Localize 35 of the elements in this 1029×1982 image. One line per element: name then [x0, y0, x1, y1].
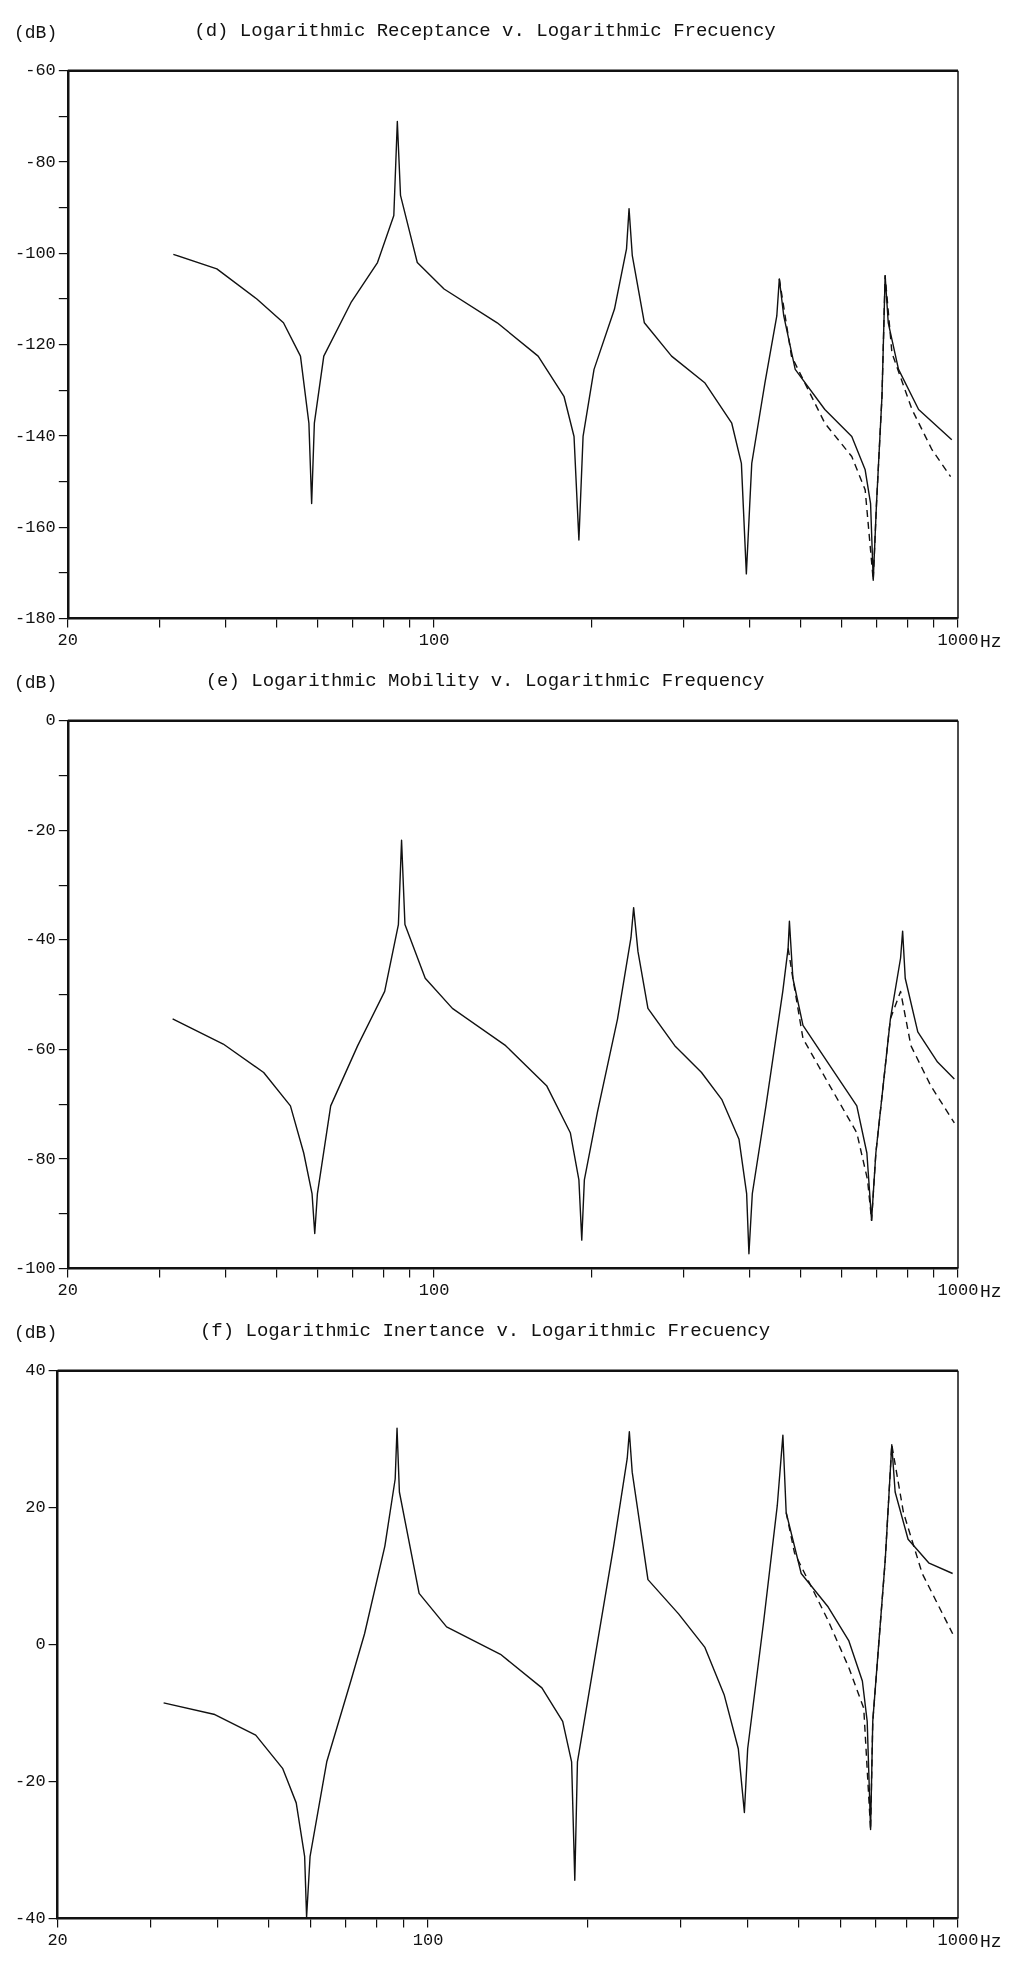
y-axis-title: (dB) [14, 22, 58, 43]
y-axis-title: (dB) [14, 1322, 58, 1343]
y-tick-label: -80 [25, 1149, 56, 1169]
y-tick-label: 0 [45, 711, 56, 731]
chart-title: (d) Logarithmic Receptance v. Logarithmic Frecuency [194, 20, 776, 43]
x-axis-title: Hz [980, 632, 1002, 653]
x-axis-title: Hz [980, 1932, 1002, 1953]
x-tick-label: 100 [412, 1931, 444, 1951]
y-tick-label: 20 [25, 1498, 46, 1518]
y-tick-label: -100 [14, 243, 56, 263]
x-tick-label: 20 [57, 1281, 79, 1301]
chart-title: (e) Logarithmic Mobility v. Logarithmic Frequency [205, 670, 765, 693]
y-tick-label: -20 [25, 820, 56, 840]
y-tick-label: -20 [15, 1772, 46, 1792]
y-tick-label: -100 [14, 1259, 56, 1279]
x-tick-label: 1000 [937, 1931, 979, 1951]
y-tick-label: -140 [14, 426, 56, 446]
y-tick-label: -180 [14, 609, 56, 629]
y-tick-label: -60 [25, 1039, 56, 1059]
y-tick-label: -60 [25, 61, 56, 81]
y-tick-label: 40 [25, 1361, 46, 1381]
y-tick-label: -160 [14, 517, 56, 537]
x-tick-label: 1000 [937, 631, 979, 651]
y-tick-label: -40 [15, 1909, 46, 1929]
y-tick-label: -80 [25, 152, 56, 172]
x-tick-label: 100 [418, 1281, 450, 1301]
y-tick-label: 0 [35, 1635, 46, 1655]
chart-title: (f) Logarithmic Inertance v. Logarithmic Frecuency [199, 1320, 771, 1343]
y-tick-label: -120 [14, 335, 56, 355]
x-axis-title: Hz [980, 1282, 1002, 1303]
x-tick-label: 1000 [937, 1281, 979, 1301]
y-tick-label: -40 [25, 930, 56, 950]
x-tick-label: 20 [57, 631, 79, 651]
y-axis-title: (dB) [14, 672, 58, 693]
x-tick-label: 100 [418, 631, 450, 651]
